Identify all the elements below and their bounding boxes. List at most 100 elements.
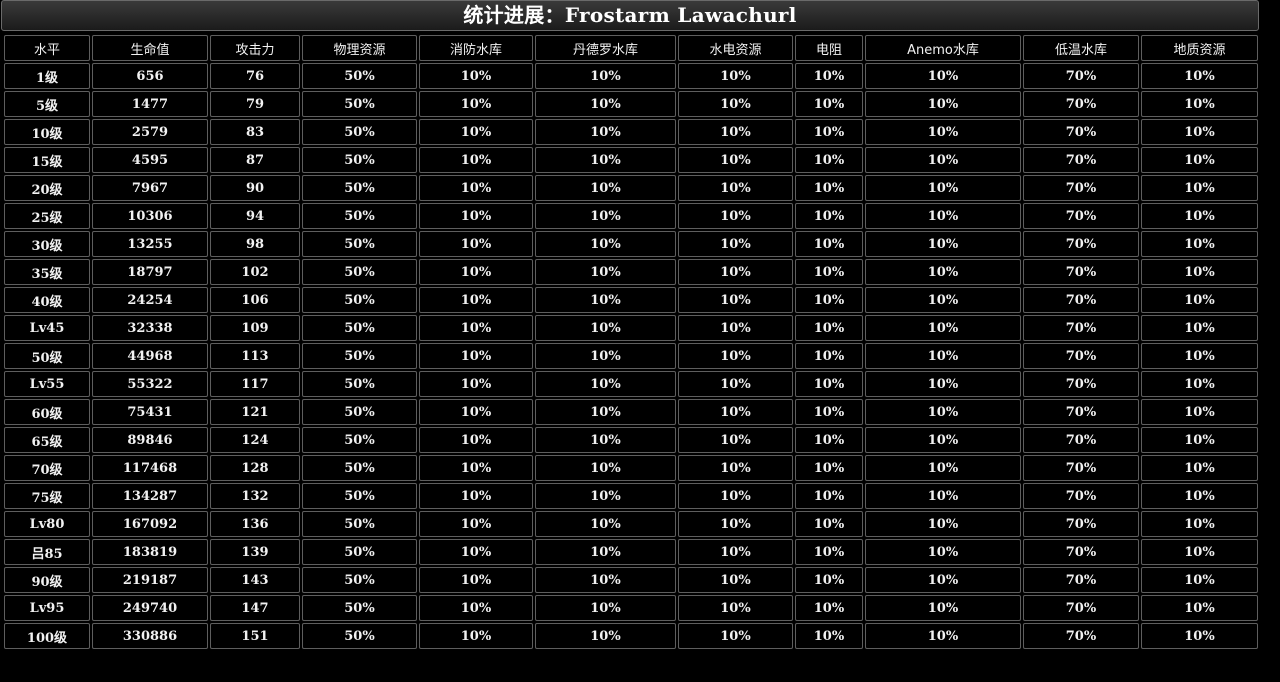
table-cell: 70% [1023,567,1139,593]
table-cell: 70% [1023,399,1139,425]
table-cell: 10% [865,371,1021,397]
table-cell: 10% [419,427,533,453]
table-cell: 132 [210,483,300,509]
table-cell: 70% [1023,595,1139,621]
table-row: 65级 89846 124 50% 10% 10% 10% 10% 10% 70% 10% [4,427,1258,453]
level-cell: Lv95 [4,595,90,621]
table-row: 35级 18797 102 50% 10% 10% 10% 10% 10% 70% 10% [4,259,1258,285]
table-cell: 10% [795,399,863,425]
table-cell: 10% [795,147,863,173]
table-cell: 75431 [92,399,208,425]
table-cell: 70% [1023,371,1139,397]
table-cell: 10% [678,91,793,117]
table-cell: 10% [795,91,863,117]
table-cell: 70% [1023,119,1139,145]
level-cell: 35级 [4,259,90,285]
table-cell: 10% [1141,455,1258,481]
level-cell: 100级 [4,623,90,649]
table-cell: 10% [1141,203,1258,229]
table-cell: 10% [678,483,793,509]
table-cell: 10% [1141,315,1258,341]
table-cell: 10% [419,119,533,145]
table-cell: 10% [865,315,1021,341]
level-cell: 90级 [4,567,90,593]
table-cell: 10% [535,511,676,537]
table-cell: 10% [419,511,533,537]
table-cell: 656 [92,63,208,89]
table-row: 1级 656 76 50% 10% 10% 10% 10% 10% 70% 10% [4,63,1258,89]
table-cell: 70% [1023,147,1139,173]
table-cell: 10% [678,595,793,621]
table-cell: 147 [210,595,300,621]
table-cell: 109 [210,315,300,341]
table-cell: 10% [535,623,676,649]
table-cell: 10% [865,203,1021,229]
table-cell: 50% [302,91,417,117]
table-cell: 70% [1023,343,1139,369]
table-cell: 151 [210,623,300,649]
table-cell: 10% [419,175,533,201]
table-row: 70级 117468 128 50% 10% 10% 10% 10% 10% 70% 10% [4,455,1258,481]
level-cell: Lv45 [4,315,90,341]
table-cell: 10% [678,119,793,145]
table-cell: 70% [1023,483,1139,509]
level-cell: 1级 [4,63,90,89]
table-cell: 90 [210,175,300,201]
table-cell: 136 [210,511,300,537]
table-cell: 10% [1141,259,1258,285]
table-cell: 55322 [92,371,208,397]
table-cell: 50% [302,539,417,565]
table-cell: 50% [302,259,417,285]
table-cell: 10% [865,175,1021,201]
table-cell: 70% [1023,287,1139,313]
table-cell: 10% [1141,371,1258,397]
table-row: 30级 13255 98 50% 10% 10% 10% 10% 10% 70% 10% [4,231,1258,257]
table-cell: 10% [865,147,1021,173]
table-cell: 10% [535,343,676,369]
table-cell: 10% [795,343,863,369]
table-cell: 10% [419,231,533,257]
table-cell: 10% [865,231,1021,257]
level-cell: 25级 [4,203,90,229]
table-cell: 10% [678,343,793,369]
table-cell: 83 [210,119,300,145]
table-row: Lv55 55322 117 50% 10% 10% 10% 10% 10% 70% 10% [4,371,1258,397]
table-cell: 10306 [92,203,208,229]
table-cell: 10% [795,455,863,481]
table-cell: 10% [535,203,676,229]
table-cell: 167092 [92,511,208,537]
table-cell: 10% [1141,399,1258,425]
table-cell: 10% [865,539,1021,565]
table-cell: 10% [865,511,1021,537]
table-cell: 10% [1141,63,1258,89]
table-cell: 10% [678,231,793,257]
table-cell: 10% [1141,595,1258,621]
column-header: 生命值 [92,35,208,61]
table-cell: 50% [302,203,417,229]
table-cell: 50% [302,231,417,257]
table-cell: 10% [865,623,1021,649]
level-cell: 10级 [4,119,90,145]
table-cell: 18797 [92,259,208,285]
table-cell: 10% [865,399,1021,425]
table-cell: 50% [302,623,417,649]
table-cell: 10% [795,231,863,257]
table-cell: 10% [865,343,1021,369]
table-row: 10级 2579 83 50% 10% 10% 10% 10% 10% 70% 10% [4,119,1258,145]
table-cell: 70% [1023,259,1139,285]
column-header: 地质资源 [1141,35,1258,61]
table-body: 1级 656 76 50% 10% 10% 10% 10% 10% 70% 10% 5级 1477 79 5… [4,63,1258,649]
table-row: 40级 24254 106 50% 10% 10% 10% 10% 10% 70% 10% [4,287,1258,313]
level-cell: 15级 [4,147,90,173]
table-cell: 70% [1023,623,1139,649]
table-cell: 98 [210,231,300,257]
table-cell: 183819 [92,539,208,565]
table-row: 60级 75431 121 50% 10% 10% 10% 10% 10% 70% 10% [4,399,1258,425]
table-cell: 10% [865,63,1021,89]
table-cell: 10% [1141,119,1258,145]
table-cell: 10% [419,567,533,593]
table-cell: 7967 [92,175,208,201]
table-cell: 4595 [92,147,208,173]
table-row: Lv45 32338 109 50% 10% 10% 10% 10% 10% 70% 10% [4,315,1258,341]
table-cell: 94 [210,203,300,229]
